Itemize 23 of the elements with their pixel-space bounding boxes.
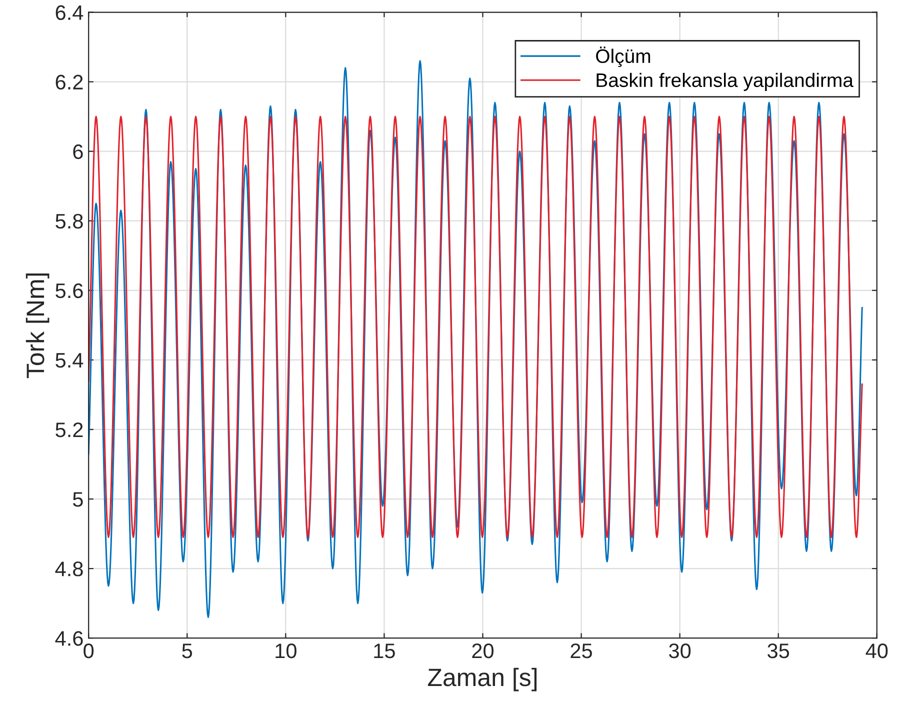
y-tick-label: 6.2 [56, 74, 83, 90]
x-tick-label: 20 [472, 643, 494, 658]
x-tick-label: 15 [374, 644, 395, 658]
y-tick-label: 5.8 [56, 214, 83, 229]
x-tick-label: 0 [84, 643, 94, 658]
x-axis-title: Zaman [s] [428, 668, 537, 692]
y-tick-label: 5.4 [56, 353, 84, 368]
y-tick-label: 5 [72, 492, 83, 507]
y-tick-label: 6.4 [56, 5, 84, 20]
x-tick-label: 40 [866, 643, 888, 658]
x-tick-label: 5 [182, 644, 192, 658]
y-tick-label: 5.6 [56, 283, 83, 298]
x-tick-label: 35 [768, 643, 790, 658]
y-tick-label: 4.8 [55, 562, 83, 576]
y-tick-label: 5.2 [56, 422, 83, 438]
legend-label: Baskin frekansla yapilandirma [596, 72, 854, 91]
y-tick-label: 4.6 [55, 631, 83, 646]
x-tick-label: 25 [570, 643, 592, 658]
x-tick-label: 10 [276, 643, 296, 658]
y-tick-label: 6 [73, 144, 83, 160]
legend-label: Ölçüm [596, 46, 650, 67]
x-tick-label: 30 [669, 643, 691, 658]
y-axis-title: Tork [Nm] [26, 273, 50, 378]
